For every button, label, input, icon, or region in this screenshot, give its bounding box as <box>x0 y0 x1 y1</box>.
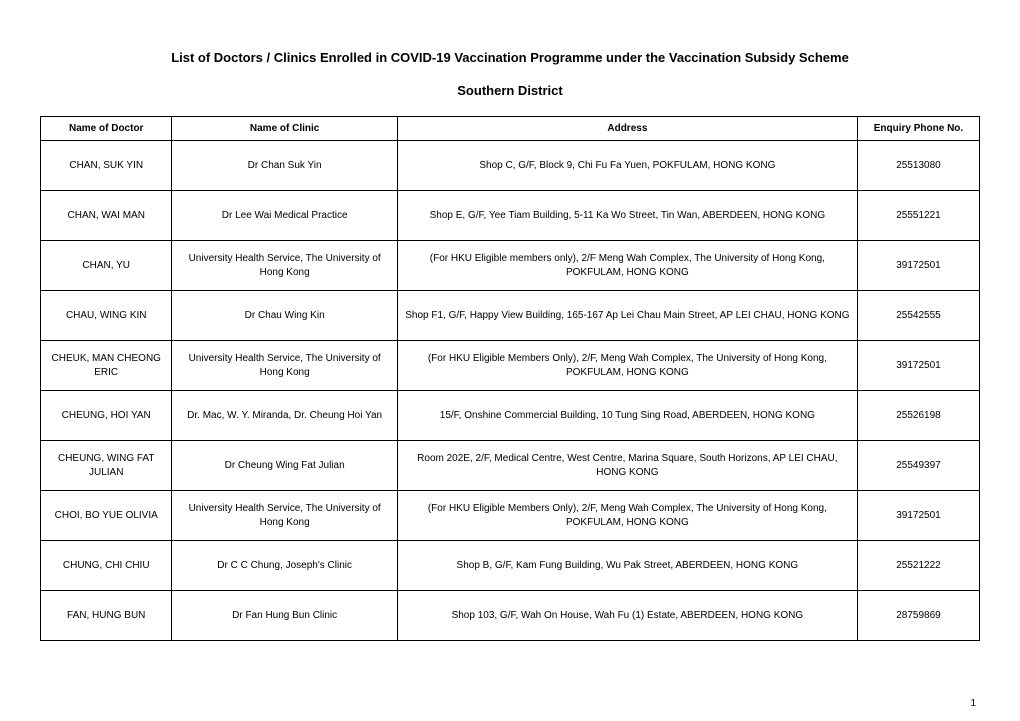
table-cell: 25521222 <box>857 541 979 591</box>
table-row: CHEUK, MAN CHEONG ERICUniversity Health … <box>41 341 980 391</box>
table-cell: Shop C, G/F, Block 9, Chi Fu Fa Yuen, PO… <box>397 141 857 191</box>
col-header-phone: Enquiry Phone No. <box>857 117 979 141</box>
table-row: FAN, HUNG BUNDr Fan Hung Bun ClinicShop … <box>41 591 980 641</box>
table-cell: Dr. Mac, W. Y. Miranda, Dr. Cheung Hoi Y… <box>172 391 397 441</box>
page-title: List of Doctors / Clinics Enrolled in CO… <box>40 50 980 65</box>
table-cell: CHAN, SUK YIN <box>41 141 172 191</box>
page-number: 1 <box>970 698 976 709</box>
table-row: CHAN, SUK YINDr Chan Suk YinShop C, G/F,… <box>41 141 980 191</box>
table-cell: Dr Chau Wing Kin <box>172 291 397 341</box>
table-row: CHAN, WAI MANDr Lee Wai Medical Practice… <box>41 191 980 241</box>
table-cell: Dr Lee Wai Medical Practice <box>172 191 397 241</box>
table-cell: 25513080 <box>857 141 979 191</box>
table-cell: Shop E, G/F, Yee Tiam Building, 5-11 Ka … <box>397 191 857 241</box>
page-subtitle: Southern District <box>40 83 980 98</box>
table-cell: University Health Service, The Universit… <box>172 241 397 291</box>
col-header-clinic: Name of Clinic <box>172 117 397 141</box>
table-cell: (For HKU Eligible Members Only), 2/F, Me… <box>397 491 857 541</box>
table-cell: 39172501 <box>857 491 979 541</box>
table-cell: FAN, HUNG BUN <box>41 591 172 641</box>
table-row: CHUNG, CHI CHIUDr C C Chung, Joseph's Cl… <box>41 541 980 591</box>
table-cell: Shop F1, G/F, Happy View Building, 165-1… <box>397 291 857 341</box>
doctors-table: Name of Doctor Name of Clinic Address En… <box>40 116 980 641</box>
table-cell: CHEUNG, WING FAT JULIAN <box>41 441 172 491</box>
table-row: CHAU, WING KINDr Chau Wing KinShop F1, G… <box>41 291 980 341</box>
table-cell: 25526198 <box>857 391 979 441</box>
table-cell: 25549397 <box>857 441 979 491</box>
table-cell: Shop 103, G/F, Wah On House, Wah Fu (1) … <box>397 591 857 641</box>
table-cell: CHUNG, CHI CHIU <box>41 541 172 591</box>
table-cell: University Health Service, The Universit… <box>172 491 397 541</box>
table-row: CHEUNG, WING FAT JULIANDr Cheung Wing Fa… <box>41 441 980 491</box>
table-cell: Room 202E, 2/F, Medical Centre, West Cen… <box>397 441 857 491</box>
table-cell: CHAN, WAI MAN <box>41 191 172 241</box>
table-header-row: Name of Doctor Name of Clinic Address En… <box>41 117 980 141</box>
col-header-doctor: Name of Doctor <box>41 117 172 141</box>
table-cell: CHEUK, MAN CHEONG ERIC <box>41 341 172 391</box>
table-row: CHOI, BO YUE OLIVIAUniversity Health Ser… <box>41 491 980 541</box>
table-cell: Dr Fan Hung Bun Clinic <box>172 591 397 641</box>
table-cell: (For HKU Eligible Members Only), 2/F, Me… <box>397 341 857 391</box>
table-row: CHAN, YUUniversity Health Service, The U… <box>41 241 980 291</box>
table-body: CHAN, SUK YINDr Chan Suk YinShop C, G/F,… <box>41 141 980 641</box>
table-cell: 25542555 <box>857 291 979 341</box>
table-cell: Dr Chan Suk Yin <box>172 141 397 191</box>
table-cell: CHEUNG, HOI YAN <box>41 391 172 441</box>
table-cell: CHAN, YU <box>41 241 172 291</box>
table-row: CHEUNG, HOI YANDr. Mac, W. Y. Miranda, D… <box>41 391 980 441</box>
table-cell: 39172501 <box>857 241 979 291</box>
col-header-address: Address <box>397 117 857 141</box>
table-cell: 25551221 <box>857 191 979 241</box>
table-cell: CHOI, BO YUE OLIVIA <box>41 491 172 541</box>
table-cell: 15/F, Onshine Commercial Building, 10 Tu… <box>397 391 857 441</box>
table-cell: CHAU, WING KIN <box>41 291 172 341</box>
table-cell: Dr C C Chung, Joseph's Clinic <box>172 541 397 591</box>
table-cell: 39172501 <box>857 341 979 391</box>
table-cell: 28759869 <box>857 591 979 641</box>
table-cell: Dr Cheung Wing Fat Julian <box>172 441 397 491</box>
table-cell: (For HKU Eligible members only), 2/F Men… <box>397 241 857 291</box>
table-cell: Shop B, G/F, Kam Fung Building, Wu Pak S… <box>397 541 857 591</box>
table-cell: University Health Service, The Universit… <box>172 341 397 391</box>
